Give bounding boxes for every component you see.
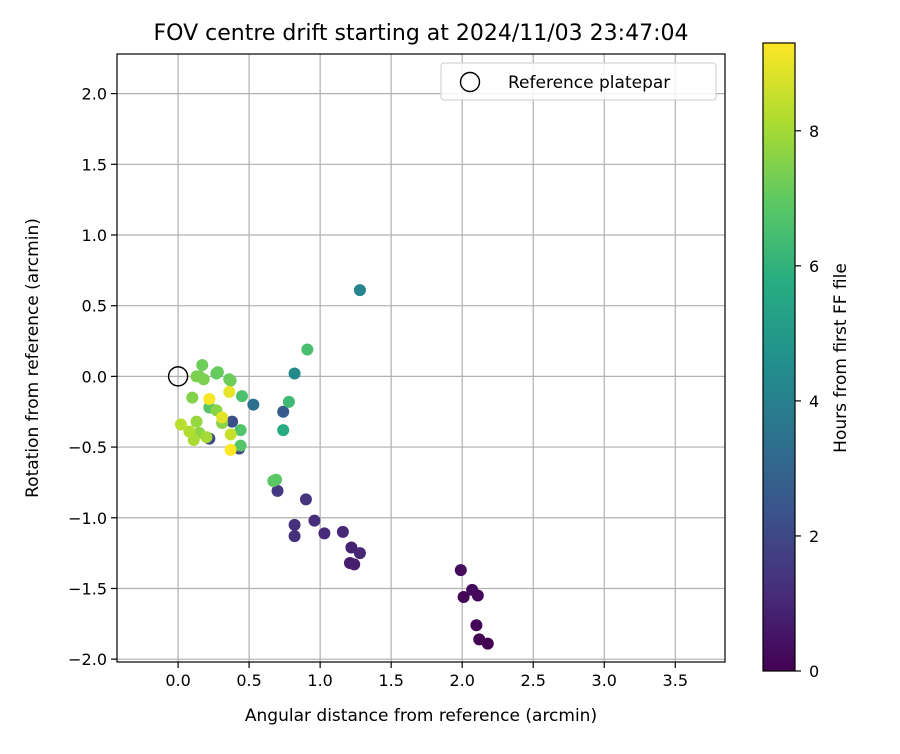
colorbar-label: Hours from first FF file (831, 263, 851, 453)
data-point (270, 473, 283, 486)
x-axis-label: Angular distance from reference (arcmin) (245, 706, 597, 726)
data-point (318, 527, 331, 540)
data-point (203, 393, 216, 406)
data-point (481, 637, 494, 650)
y-tick-label: −2.0 (68, 650, 107, 669)
data-point (224, 428, 237, 441)
chart-title: FOV centre drift starting at 2024/11/03 … (154, 21, 689, 46)
x-tick-label: 3.0 (592, 671, 617, 690)
y-axis-label: Rotation from reference (arcmin) (23, 218, 43, 498)
plot-frame (116, 53, 726, 663)
colorbar-tick-label: 0 (809, 662, 819, 681)
data-point (236, 390, 249, 403)
data-point (224, 443, 237, 456)
x-axis-ticks: 0.0 0.5 1.0 1.5 2.0 2.5 3.0 3.5 (165, 662, 688, 690)
data-point (454, 564, 467, 577)
x-tick-label: 2.0 (449, 671, 474, 690)
reference-marker (167, 366, 189, 387)
data-point (348, 558, 361, 571)
y-tick-label: 0.5 (82, 297, 107, 316)
y-tick-label: 1.0 (82, 226, 107, 245)
legend-reference-marker-icon (459, 71, 481, 93)
legend-entry-label: Reference platepar (508, 73, 670, 93)
data-point (457, 590, 470, 603)
x-tick-label: 0.5 (236, 671, 261, 690)
colorbar-ticks: 0 2 4 6 8 (795, 122, 819, 681)
data-point (224, 374, 237, 387)
data-point (471, 589, 484, 602)
data-point (299, 493, 312, 506)
y-tick-label: 1.5 (82, 155, 107, 174)
y-axis-ticks: 2.0 1.5 1.0 0.5 0.0 −0.5 −1.0 −1.5 −2.0 (68, 85, 117, 669)
data-point (282, 395, 295, 408)
y-tick-label: −0.5 (68, 438, 107, 457)
x-tick-label: 1.0 (307, 671, 332, 690)
x-tick-label: 2.5 (520, 671, 545, 690)
data-point (223, 385, 236, 398)
data-point (211, 366, 224, 379)
data-point (353, 284, 366, 297)
data-point (234, 424, 247, 437)
legend: Reference platepar (440, 62, 717, 101)
data-point (216, 411, 229, 424)
legend-box (440, 62, 717, 101)
data-point (470, 619, 483, 632)
data-points (174, 284, 494, 650)
data-point (247, 398, 260, 411)
x-tick-label: 3.5 (663, 671, 688, 690)
data-point (277, 405, 290, 418)
data-point (186, 391, 199, 404)
colorbar-tick-label: 6 (809, 257, 819, 276)
colorbar (762, 42, 796, 672)
data-point (345, 541, 358, 554)
data-point (271, 484, 284, 497)
data-point (174, 418, 187, 431)
x-tick-label: 0.0 (165, 671, 190, 690)
data-point (288, 518, 301, 531)
data-point (183, 425, 196, 438)
colorbar-tick-label: 8 (809, 122, 819, 141)
y-tick-label: −1.5 (68, 579, 107, 598)
data-point (226, 415, 239, 428)
data-point (353, 547, 366, 560)
data-point (288, 530, 301, 543)
y-tick-label: 2.0 (82, 85, 107, 104)
y-tick-label: −1.0 (68, 509, 107, 528)
data-point (234, 439, 247, 452)
reference-platepar-point (167, 366, 189, 387)
data-point (336, 525, 349, 538)
data-point (197, 373, 210, 386)
data-point (277, 424, 290, 437)
data-point (190, 415, 203, 428)
data-point (301, 343, 314, 356)
colorbar-tick-label: 2 (809, 527, 819, 546)
y-tick-label: 0.0 (82, 367, 107, 386)
x-tick-label: 1.5 (378, 671, 403, 690)
data-point (308, 514, 321, 527)
grid-lines (117, 54, 725, 662)
colorbar-tick-label: 4 (809, 392, 819, 411)
data-point (196, 359, 209, 372)
data-point (200, 431, 213, 444)
data-point (288, 367, 301, 380)
